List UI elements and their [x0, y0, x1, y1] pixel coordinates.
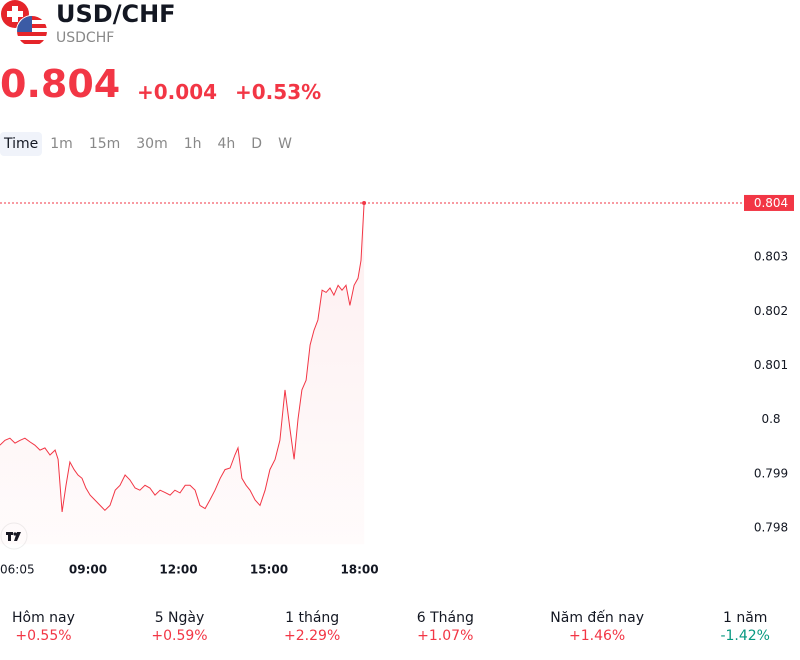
performance-item: Năm đến nay +1.46% — [550, 610, 644, 644]
performance-label: 1 năm — [722, 610, 768, 626]
timeframe-tab[interactable]: Time — [0, 132, 43, 156]
timeframe-tab[interactable]: 1h — [183, 136, 202, 152]
timeframe-tab[interactable]: 15m — [88, 136, 121, 152]
performance-value: +2.29% — [284, 628, 341, 644]
y-tick-label: 0.803 — [754, 250, 788, 264]
performance-item: 6 Tháng +1.07% — [417, 610, 474, 644]
x-tick-label: 06:05 — [0, 563, 35, 577]
performance-label: 6 Tháng — [416, 610, 474, 626]
y-tick-label: 0.801 — [754, 358, 788, 372]
performance-value: -1.42% — [720, 628, 770, 644]
x-tick-label: 09:00 — [69, 563, 107, 577]
y-tick-label: 0.799 — [754, 466, 788, 480]
performance-value: +0.59% — [151, 628, 208, 644]
performance-item: Hôm nay +0.55% — [12, 610, 75, 644]
x-tick-label: 12:00 — [159, 563, 197, 577]
timeframe-tab[interactable]: D — [251, 136, 263, 152]
performance-value: +1.07% — [417, 628, 474, 644]
change-percent: +0.53% — [235, 80, 322, 104]
title: USD/CHF — [56, 0, 176, 28]
performance-label: Năm đến nay — [550, 610, 644, 626]
performance: Hôm nay +0.55% 5 Ngày +0.59% 1 tháng +2.29% 6 … — [12, 610, 770, 644]
performance-value: +1.46% — [569, 628, 626, 644]
performance-item: 5 Ngày +0.59% — [151, 610, 207, 644]
timeframe-tab[interactable]: W — [278, 136, 292, 152]
price: 0.804 — [0, 62, 121, 106]
performance-item: 1 tháng +2.29% — [284, 610, 340, 644]
performance-label: Hôm nay — [12, 610, 75, 626]
x-tick-label: 18:00 — [340, 563, 378, 577]
timeframe-tab[interactable]: 1m — [50, 136, 73, 152]
performance-label: 1 tháng — [285, 610, 340, 626]
performance-item: 1 năm -1.42% — [720, 610, 770, 644]
x-tick-label: 15:00 — [250, 563, 288, 577]
price-tag — [744, 194, 794, 211]
performance-label: 5 Ngày — [154, 610, 205, 626]
y-tick-label: 0.8 — [761, 412, 780, 426]
y-tick-label: 0.802 — [754, 304, 788, 318]
price-tag-label: 0.804 — [754, 196, 788, 210]
performance-value: +0.55% — [15, 628, 72, 644]
price-line — [0, 202, 365, 512]
flags — [1, 0, 48, 47]
timeframe-tabs: Time 1m 15m 30m 1h 4h D W — [0, 132, 300, 156]
timeframe-tab[interactable]: 4h — [217, 136, 236, 152]
change: +0.004 — [137, 80, 218, 104]
timeframe-tab[interactable]: 30m — [136, 136, 168, 152]
area-fill — [0, 203, 365, 545]
y-tick-label: 0.798 — [754, 521, 788, 535]
symbol: USDCHF — [56, 30, 115, 46]
